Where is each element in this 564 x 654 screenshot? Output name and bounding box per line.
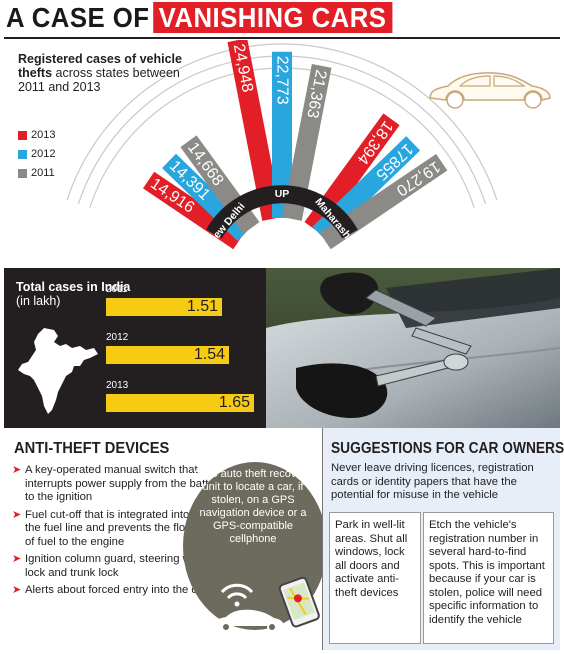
total-bar: 1.54 [106, 346, 229, 364]
list-item: ➤ Ignition column guard, steering wheel l… [12, 553, 225, 580]
gps-circle [183, 462, 327, 632]
title-rule [4, 37, 560, 39]
car-theft-photo [266, 268, 560, 428]
legend-swatch-2011 [18, 169, 27, 178]
list-item: ➤ A key-operated manual switch that inter… [12, 464, 227, 505]
category-label: UP [275, 188, 290, 200]
radial-chart-area: 14,916 14,391 14,668 24,948 22,773 21,363 18,3… [4, 40, 560, 268]
legend-item-2012: 2012 [18, 145, 55, 164]
suggestions-lead: Never leave driving licences, registrati… [331, 462, 534, 501]
anti-theft-list: ➤ A key-operated manual switch that inter… [12, 464, 224, 602]
legend-item-2013: 2013 [18, 126, 55, 145]
suggestions-section: SUGGESTIONS FOR CAR OWNERS Never leave d… [323, 428, 564, 650]
chart-bar: 22,773 [272, 51, 292, 218]
red-arrow-icon: ➤ [12, 553, 22, 565]
anti-theft-item-text: Alerts about forced entry into the car [25, 584, 208, 596]
red-arrow-icon: ➤ [12, 584, 22, 596]
title-part-1: A CASE OF [6, 2, 150, 33]
bar-year-label: 2012 [106, 332, 129, 343]
anti-theft-item-text: Ignition column guard, steering wheel lo… [25, 553, 213, 579]
total-cases-panel: Total cases in India (in lakh) 2011 1.51 2… [4, 268, 266, 428]
intro-rest: across states between 2011 and 2013 [18, 66, 180, 94]
legend: 2013 2012 2011 [18, 126, 55, 183]
india-map-icon [18, 328, 98, 414]
legend-swatch-2013 [18, 131, 27, 140]
legend-item-2011: 2011 [18, 164, 55, 183]
legend-label-2011: 2011 [31, 167, 55, 179]
legend-label-2012: 2012 [31, 148, 56, 160]
total-bar: 1.65 [106, 394, 254, 412]
total-bar-value: 1.65 [218, 394, 250, 411]
phone-map-icon [278, 576, 320, 628]
totals-title: Total cases in India (in lakh) [16, 280, 130, 308]
total-bar: 1.51 [106, 298, 222, 316]
section-divider [322, 428, 323, 650]
total-bar-value: 1.54 [193, 346, 225, 363]
bar-rect [282, 63, 332, 221]
signal-icon [220, 583, 254, 607]
totals-title-sub: (in lakh) [16, 294, 61, 308]
suggestion-box-parking: Park in well-lit areas. Shut all windows… [329, 512, 421, 644]
page-title: A CASE OF VANISHING CARS [6, 2, 392, 34]
gps-text: GPS auto theft recovery unit to locate a… [194, 468, 312, 545]
title-part-2: VANISHING CARS [153, 2, 392, 33]
legend-swatch-2012 [18, 150, 27, 159]
bar-year-label: 2013 [106, 380, 129, 391]
photo-illustration [266, 268, 560, 428]
title-bar: A CASE OF VANISHING CARS [0, 0, 564, 36]
suggestions-heading: SUGGESTIONS FOR CAR OWNERS [331, 440, 564, 457]
suggestion-box-etch: Etch the vehicle's registration number i… [423, 512, 554, 644]
bar-rect [272, 51, 292, 218]
arc-line [66, 43, 498, 201]
anti-theft-section: ANTI-THEFT DEVICES ➤ A key-operated manua… [4, 428, 327, 650]
red-arrow-icon: ➤ [12, 508, 22, 521]
white-car-icon [214, 609, 284, 632]
bar-value-label: 22,773 [274, 56, 291, 105]
total-bar-value: 1.51 [186, 298, 218, 315]
list-item: ➤ Alerts about forced entry into the car [12, 584, 285, 598]
bar-rect [227, 40, 282, 221]
intro-bold: Registered cases of vehicle thefts [18, 52, 182, 80]
list-item: ➤ Fuel cut-off that is integrated into th… [12, 509, 197, 550]
anti-theft-item-text: Fuel cut-off that is integrated into the… [25, 508, 194, 548]
anti-theft-heading: ANTI-THEFT DEVICES [14, 440, 170, 457]
bar-year-label: 2011 [106, 284, 128, 295]
legend-label-2013: 2013 [31, 129, 56, 141]
category-band [206, 185, 358, 239]
car-outline-icon [429, 72, 551, 109]
totals-title-bold: Total cases in India [16, 280, 131, 294]
red-arrow-icon: ➤ [12, 464, 22, 476]
chart-intro: Registered cases of vehicle thefts acros… [18, 52, 188, 94]
anti-theft-item-text: A key-operated manual switch that interr… [25, 464, 225, 503]
